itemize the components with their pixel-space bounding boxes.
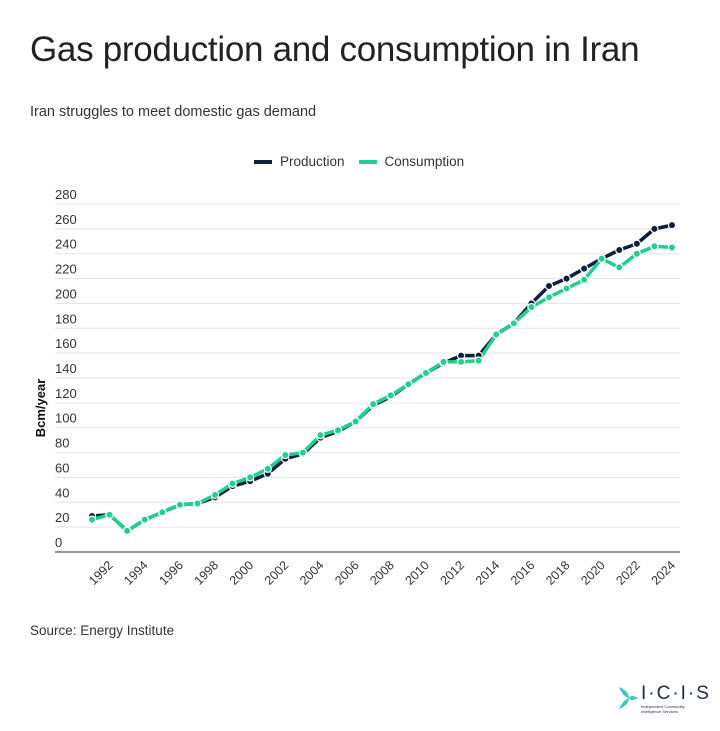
series-line-consumption xyxy=(91,244,673,533)
data-point-consumption[interactable] xyxy=(439,357,448,367)
y-tick-label: 40 xyxy=(55,485,69,500)
y-tick-label: 0 xyxy=(55,535,62,550)
data-point-consumption[interactable] xyxy=(281,450,290,460)
data-point-consumption[interactable] xyxy=(87,515,97,524)
data-point-consumption[interactable] xyxy=(421,368,431,378)
x-tick-label: 2014 xyxy=(473,558,503,588)
series-points xyxy=(87,220,677,536)
legend: Production Consumption xyxy=(254,154,478,169)
legend-swatch-production xyxy=(254,159,272,164)
x-tick-label: 2024 xyxy=(649,558,679,588)
gridlines xyxy=(55,203,680,528)
data-point-consumption[interactable] xyxy=(298,448,308,457)
data-point-consumption[interactable] xyxy=(158,508,167,517)
y-tick-label: 260 xyxy=(55,212,77,227)
data-point-consumption[interactable] xyxy=(562,284,571,293)
y-tick-label: 200 xyxy=(55,286,77,301)
y-tick-label: 280 xyxy=(55,187,77,202)
data-point-production[interactable] xyxy=(667,220,677,230)
data-point-production[interactable] xyxy=(544,281,554,291)
data-point-production[interactable] xyxy=(562,274,571,283)
source-note: Source: Energy Institute xyxy=(30,623,175,638)
data-point-consumption[interactable] xyxy=(245,473,255,482)
y-tick-label: 120 xyxy=(55,386,77,401)
legend-swatch-consumption xyxy=(358,159,377,164)
data-point-consumption[interactable] xyxy=(316,430,325,440)
data-point-consumption[interactable] xyxy=(509,319,519,328)
x-tick-label: 2008 xyxy=(367,558,397,588)
x-tick-label: 2006 xyxy=(332,558,362,588)
data-point-consumption[interactable] xyxy=(333,426,343,435)
y-tick-label: 180 xyxy=(55,311,77,326)
x-tick-label: 2002 xyxy=(262,558,292,588)
data-point-consumption[interactable] xyxy=(210,490,220,500)
data-point-consumption[interactable] xyxy=(632,249,642,258)
icis-logo-text: I·C·I·S xyxy=(641,683,711,704)
x-tick-label: 1996 xyxy=(156,558,186,588)
y-tick-labels: 0 20 40 60 80 100 120 140 160 180 200 220 240 260 280 xyxy=(55,187,77,550)
x-tick-label: 2012 xyxy=(438,558,468,588)
data-point-consumption[interactable] xyxy=(193,499,202,508)
data-point-consumption[interactable] xyxy=(615,263,624,272)
data-point-consumption[interactable] xyxy=(492,330,501,339)
x-tick-label: 1998 xyxy=(192,558,222,588)
data-point-consumption[interactable] xyxy=(140,515,149,524)
data-point-consumption[interactable] xyxy=(263,464,272,473)
y-tick-label: 80 xyxy=(55,436,69,451)
data-point-consumption[interactable] xyxy=(527,302,536,312)
data-point-consumption[interactable] xyxy=(122,526,132,536)
data-point-consumption[interactable] xyxy=(667,243,677,252)
x-tick-label: 2018 xyxy=(543,558,573,588)
data-point-consumption[interactable] xyxy=(597,254,606,263)
x-tick-label: 2022 xyxy=(613,558,643,588)
data-point-consumption[interactable] xyxy=(544,293,554,302)
legend-item-production[interactable]: Production xyxy=(254,154,345,169)
data-point-consumption[interactable] xyxy=(650,242,659,251)
x-tick-label: 2004 xyxy=(297,558,327,588)
data-point-consumption[interactable] xyxy=(474,356,483,365)
x-tick-labels: 1992 1994 1996 1998 2000 2002 2004 2006 2008 2010… xyxy=(86,558,678,588)
series-lines xyxy=(91,223,673,533)
data-point-production[interactable] xyxy=(632,239,642,248)
data-point-consumption[interactable] xyxy=(228,479,237,488)
y-tick-label: 160 xyxy=(55,336,77,351)
icis-logo-tagline: Independent Commodity Intelligence Servi… xyxy=(641,704,685,714)
y-tick-label: 220 xyxy=(55,262,77,277)
data-point-production[interactable] xyxy=(579,264,589,273)
data-point-consumption[interactable] xyxy=(105,510,114,519)
data-point-consumption[interactable] xyxy=(369,399,378,409)
data-point-production[interactable] xyxy=(650,224,659,234)
legend-item-consumption[interactable]: Consumption xyxy=(358,154,465,169)
data-point-consumption[interactable] xyxy=(386,391,395,400)
chart-title: Gas production and consumption in Iran xyxy=(30,30,640,69)
legend-label-consumption: Consumption xyxy=(384,154,465,169)
chart-subtitle: Iran struggles to meet domestic gas dema… xyxy=(30,104,317,120)
x-tick-label: 2016 xyxy=(508,558,538,588)
y-axis-label: Bcm/year xyxy=(33,379,48,438)
x-tick-label: 1992 xyxy=(86,558,116,588)
y-tick-label: 60 xyxy=(55,460,69,475)
data-point-production[interactable] xyxy=(615,245,624,255)
data-point-consumption[interactable] xyxy=(175,500,185,509)
data-point-consumption[interactable] xyxy=(351,417,360,426)
data-point-consumption[interactable] xyxy=(579,275,589,285)
y-tick-label: 240 xyxy=(55,237,77,252)
y-tick-label: 100 xyxy=(55,411,77,426)
data-point-consumption[interactable] xyxy=(456,357,466,367)
x-tick-label: 2000 xyxy=(227,558,257,588)
x-tick-label: 2010 xyxy=(402,558,432,588)
data-point-consumption[interactable] xyxy=(404,380,413,389)
y-tick-label: 20 xyxy=(55,510,69,525)
legend-label-production: Production xyxy=(280,154,345,169)
y-tick-label: 140 xyxy=(55,361,77,376)
x-tick-label: 2020 xyxy=(578,558,608,588)
icis-logo: I·C·I·S Independent Commodity Intelligen… xyxy=(617,683,709,717)
x-tick-label: 1994 xyxy=(121,558,151,588)
icis-logo-icon xyxy=(619,687,638,709)
